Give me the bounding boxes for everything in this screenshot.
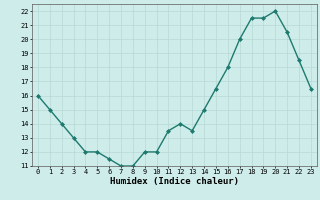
X-axis label: Humidex (Indice chaleur): Humidex (Indice chaleur) xyxy=(110,177,239,186)
